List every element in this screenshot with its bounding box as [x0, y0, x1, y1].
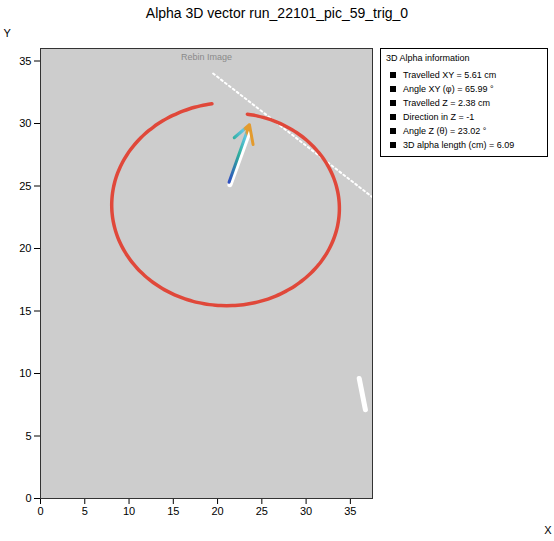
svg-text:10: 10	[123, 505, 135, 517]
svg-text:5: 5	[25, 430, 31, 442]
svg-text:30: 30	[300, 505, 312, 517]
svg-text:0: 0	[37, 505, 43, 517]
svg-text:15: 15	[167, 505, 179, 517]
svg-text:5: 5	[82, 505, 88, 517]
svg-text:35: 35	[344, 505, 356, 517]
html-text:Angle Z (θ) = 23.02 °: Angle Z (θ) = 23.02 °	[403, 126, 487, 136]
svg-text:20: 20	[19, 242, 31, 254]
html-text:Direction in Z = -1: Direction in Z = -1	[403, 112, 475, 122]
svg-text:25: 25	[256, 505, 268, 517]
html-text:Travelled Z = 2.38 cm: Travelled Z = 2.38 cm	[403, 98, 490, 108]
svg-text:30: 30	[19, 117, 31, 129]
html-text:3D alpha length (cm) = 6.09: 3D alpha length (cm) = 6.09	[403, 140, 515, 150]
svg-text:0: 0	[25, 492, 31, 504]
svg-text:35: 35	[19, 55, 31, 67]
html-text:3D Alpha information: 3D Alpha information	[386, 53, 470, 63]
svg-text:10: 10	[19, 367, 31, 379]
html-text:Alpha 3D vector run_22101_pic_: Alpha 3D vector run_22101_pic_59_trig_0	[145, 5, 409, 21]
svg-text:15: 15	[19, 305, 31, 317]
html-text:Angle XY (φ) = 65.99 °: Angle XY (φ) = 65.99 °	[403, 84, 494, 94]
svg-text:20: 20	[211, 505, 223, 517]
svg-text:Rebin Image: Rebin Image	[181, 52, 232, 62]
svg-text:X: X	[544, 524, 552, 536]
html-text:Travelled XY = 5.61 cm: Travelled XY = 5.61 cm	[403, 70, 497, 80]
svg-text:25: 25	[19, 180, 31, 192]
svg-text:Y: Y	[4, 27, 12, 39]
